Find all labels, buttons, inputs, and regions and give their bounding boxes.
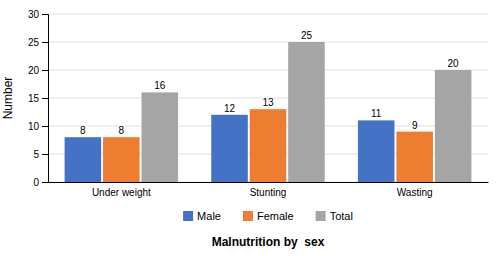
y-tick: 20 <box>28 65 48 76</box>
y-tick-mark <box>42 70 48 71</box>
data-label: 13 <box>262 97 274 108</box>
y-tick: 10 <box>28 121 48 132</box>
x-tick: Under weight <box>92 187 151 198</box>
y-tick: 30 <box>28 9 48 20</box>
y-tick-label: 10 <box>28 121 40 132</box>
x-axis: Under weight Stunting Wasting <box>49 183 489 199</box>
bar-series <box>65 115 395 182</box>
chart: 0 5 10 15 20 25 30 Under weight Stunting Wasting 8… <box>0 0 500 256</box>
y-axis-line <box>42 15 49 183</box>
x-tick: Stunting <box>250 187 287 198</box>
bar <box>142 92 179 182</box>
y-tick-label: 15 <box>28 93 40 104</box>
bar <box>288 42 325 182</box>
legend-item: Female <box>243 210 294 222</box>
data-labels: 8 12 11 8 13 9 16 25 20 <box>80 30 459 136</box>
x-axis-line <box>49 182 489 183</box>
y-tick-mark <box>42 42 48 43</box>
grid-line <box>48 14 488 15</box>
data-label: 11 <box>371 108 382 119</box>
y-tick: 15 <box>28 93 48 104</box>
legend-swatch <box>243 211 253 221</box>
legend-label: Female <box>257 210 294 222</box>
legend-swatch <box>183 211 193 221</box>
bar <box>358 120 395 182</box>
data-label: 25 <box>301 30 313 41</box>
x-axis-title: Malnutrition by sex <box>212 235 325 249</box>
y-tick-label: 20 <box>28 65 40 76</box>
y-tick: 0 <box>33 177 48 188</box>
data-label: 8 <box>119 125 125 136</box>
data-label: 9 <box>412 120 418 131</box>
bar <box>250 109 287 182</box>
bars <box>65 42 472 182</box>
x-tick-label: Wasting <box>397 187 433 198</box>
bar <box>65 137 102 182</box>
y-tick: 5 <box>33 149 48 160</box>
y-tick-mark <box>42 126 48 127</box>
bar <box>211 115 248 182</box>
x-tick-label: Stunting <box>250 187 287 198</box>
y-tick-label: 5 <box>33 149 39 160</box>
legend-item: Male <box>183 210 221 222</box>
y-tick-mark <box>42 182 48 183</box>
bar <box>435 70 472 182</box>
data-label: 12 <box>224 103 236 114</box>
grid <box>48 14 488 182</box>
legend-swatch <box>316 211 326 221</box>
bar <box>103 137 140 182</box>
y-tick-mark <box>42 14 48 15</box>
x-tick-label: Under weight <box>92 187 151 198</box>
data-label: 8 <box>80 125 86 136</box>
plot: 0 5 10 15 20 25 30 Under weight Stunting Wasting 8… <box>1 9 489 249</box>
legend-item: Total <box>316 210 353 222</box>
y-tick: 25 <box>28 37 48 48</box>
legend: Male Female Total <box>183 210 353 222</box>
data-label: 16 <box>154 80 166 91</box>
data-label: 20 <box>448 58 460 69</box>
bar-series <box>142 42 472 182</box>
y-axis-title: Number <box>1 77 15 120</box>
bar <box>396 132 433 182</box>
y-tick-label: 25 <box>28 37 40 48</box>
y-tick-label: 30 <box>28 9 40 20</box>
y-tick-label: 0 <box>33 177 39 188</box>
x-tick: Wasting <box>397 187 433 198</box>
y-axis: 0 5 10 15 20 25 30 <box>28 9 49 188</box>
grid-line <box>48 42 488 43</box>
grid-line <box>48 70 488 71</box>
legend-label: Total <box>330 210 353 222</box>
y-tick-mark <box>42 154 48 155</box>
y-tick-mark <box>42 98 48 99</box>
legend-label: Male <box>197 210 221 222</box>
